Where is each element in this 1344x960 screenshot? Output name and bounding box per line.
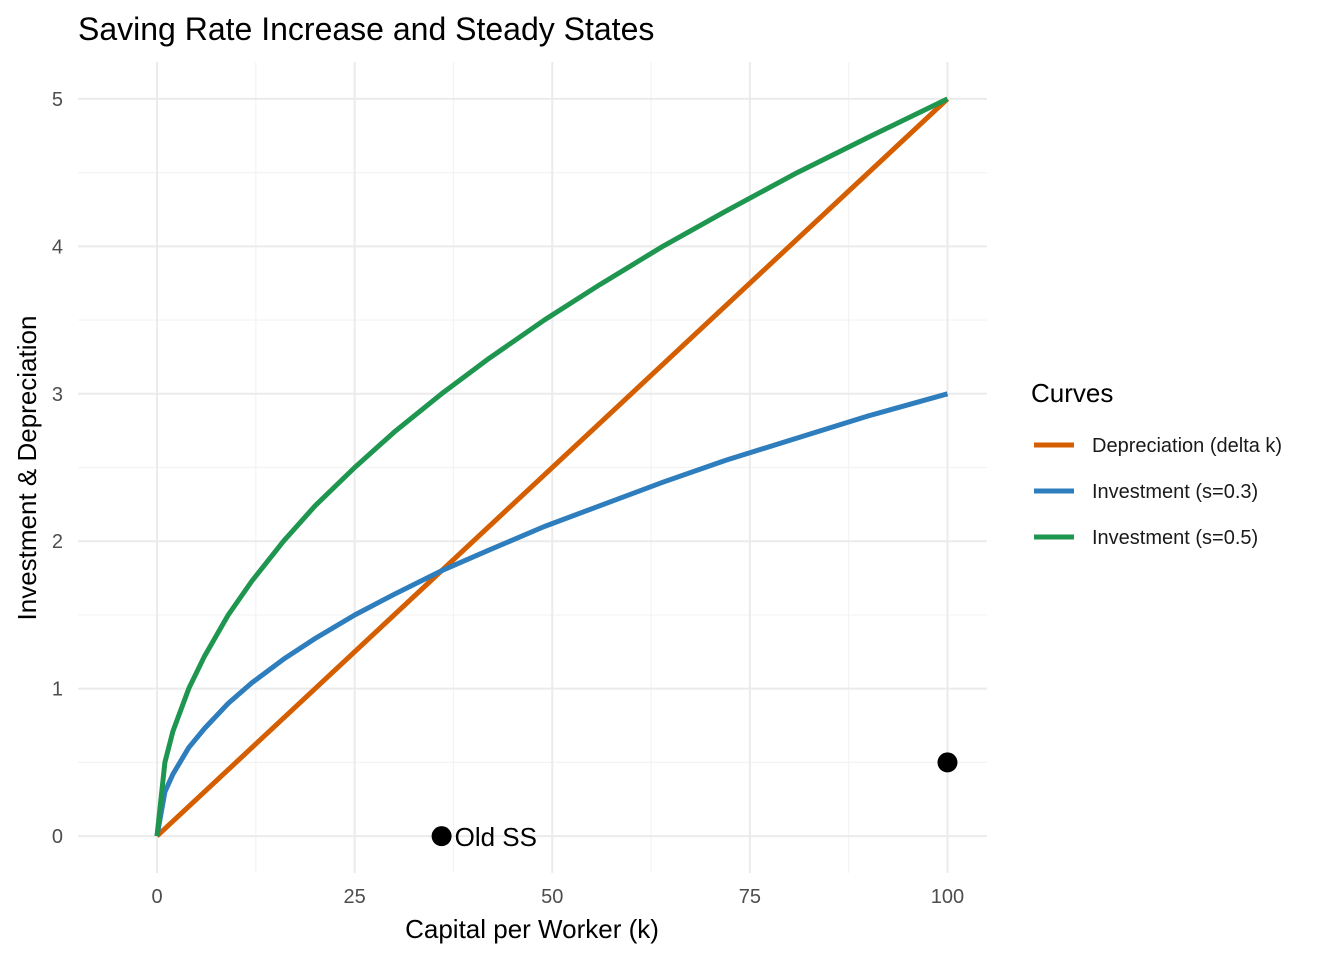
y-tick-label: 0 [52,826,63,848]
legend-title: Curves [1031,378,1113,408]
y-tick-label: 3 [52,384,63,406]
x-tick-label: 0 [151,886,162,908]
grid [78,62,987,873]
legend-label: Investment (s=0.3) [1092,481,1258,503]
legend-label: Depreciation (delta k) [1092,435,1282,457]
y-axis-label: Investment & Depreciation [12,316,42,621]
y-tick-label: 4 [52,236,63,258]
tick-labels: 0 25 50 75 100 0 1 2 3 4 5 [52,89,964,908]
steady-state-points: Old SS [431,752,958,852]
series-line-investment-s-0-3 [154,391,949,837]
x-tick-label: 50 [541,886,563,908]
x-axis-label: Capital per Worker (k) [405,914,659,944]
legend-items: Depreciation (delta k) Investment (s=0.3)… [1034,435,1282,549]
point-annotation: Old SS [455,822,537,852]
legend-label: Investment (s=0.5) [1092,527,1258,549]
series-line-depreciation-delta-k [155,97,950,838]
x-tick-label: 100 [931,886,964,908]
x-tick-label: 75 [739,886,761,908]
y-tick-label: 5 [52,89,63,111]
chart-title: Saving Rate Increase and Steady States [78,11,654,47]
y-tick-label: 2 [52,531,63,553]
series-line-investment-s-0-5 [154,96,949,837]
legend: Curves Depreciation (delta k) Investment … [1031,378,1282,549]
series-lines [154,96,950,838]
y-tick-label: 1 [52,679,63,701]
steady-state-point [937,752,958,773]
x-tick-label: 25 [344,886,366,908]
steady-state-point [431,826,452,847]
